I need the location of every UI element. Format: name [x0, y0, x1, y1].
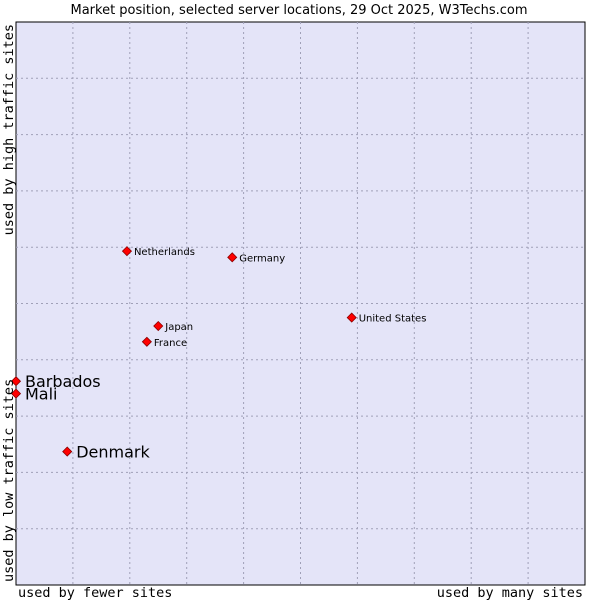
point-label-japan: Japan	[164, 322, 193, 333]
point-label-mali: Mali	[25, 385, 58, 404]
point-label-united-states: United States	[359, 314, 427, 325]
data-points: Netherlands Germany United States Japan Fran…	[10, 246, 427, 462]
point-marker-mali	[10, 388, 22, 399]
point-label-denmark: Denmark	[76, 443, 150, 462]
point-label-barbados: Barbados	[25, 372, 101, 391]
point-label-france: France	[154, 338, 187, 349]
x-axis-label-right: used by many sites	[437, 585, 583, 600]
chart-title: Market position, selected server locatio…	[70, 3, 527, 18]
point-marker-united-states	[346, 312, 357, 323]
point-marker-netherlands	[121, 246, 133, 257]
point-marker-barbados	[10, 376, 22, 387]
y-axis-label-low: used by low traffic sites	[1, 379, 17, 582]
point-marker-france	[141, 336, 152, 347]
point-marker-japan	[153, 320, 164, 332]
point-label-germany: Germany	[239, 253, 285, 264]
point-marker-germany	[227, 252, 238, 263]
x-axis-label-left: used by fewer sites	[18, 585, 172, 600]
grid-lines	[16, 22, 585, 585]
point-marker-denmark	[62, 446, 73, 457]
point-label-netherlands: Netherlands	[134, 247, 195, 258]
y-axis-label-high: used by high traffic sites	[1, 24, 17, 235]
